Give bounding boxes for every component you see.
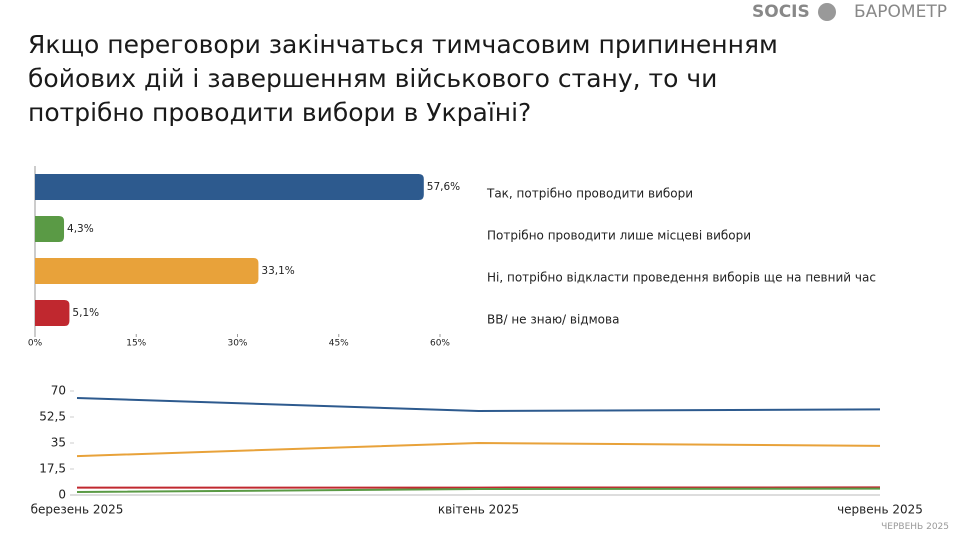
x-tick-label: березень 2025 bbox=[31, 503, 124, 517]
value-label: 5,1% bbox=[72, 307, 99, 319]
y-tick-label: 17,5 bbox=[39, 462, 66, 476]
bar bbox=[35, 174, 424, 200]
line bbox=[76, 396, 881, 413]
x-tick-label: 30% bbox=[227, 339, 247, 349]
value-label: 33,1% bbox=[261, 265, 294, 277]
footer: ЧЕРВЕНЬ 2025 bbox=[881, 522, 949, 532]
category-label: Ні, потрібно відкласти проведення виборі… bbox=[487, 271, 876, 285]
y-tick-label: 0 bbox=[58, 488, 66, 502]
x-tick-label: 60% bbox=[430, 339, 450, 349]
logo: SOCIS bbox=[752, 2, 810, 22]
seal-icon bbox=[818, 3, 836, 21]
y-tick-label: 35 bbox=[51, 436, 66, 450]
x-tick-label: 15% bbox=[126, 339, 146, 349]
brand: БАРОМЕТР bbox=[854, 2, 947, 22]
value-label: 57,6% bbox=[427, 181, 460, 193]
x-tick-label: червень 2025 bbox=[837, 503, 923, 517]
category-label: Так, потрібно проводити вибори bbox=[486, 187, 693, 201]
x-tick-label: квітень 2025 bbox=[438, 503, 519, 517]
line bbox=[76, 487, 881, 494]
chart-title: Якщо переговори закінчаться тимчасовим п… bbox=[28, 30, 778, 127]
y-tick-label: 52,5 bbox=[39, 410, 66, 424]
category-label: ВВ/ не знаю/ відмова bbox=[487, 313, 619, 327]
x-tick-label: 0% bbox=[28, 339, 43, 349]
y-tick-label: 70 bbox=[51, 384, 66, 398]
line bbox=[76, 441, 881, 458]
x-tick-label: 45% bbox=[329, 339, 349, 349]
bar bbox=[35, 300, 70, 326]
category-label: Потрібно проводити лише місцеві вибори bbox=[487, 229, 751, 243]
bar bbox=[35, 258, 259, 284]
value-label: 4,3% bbox=[67, 223, 94, 235]
bar bbox=[35, 216, 65, 242]
